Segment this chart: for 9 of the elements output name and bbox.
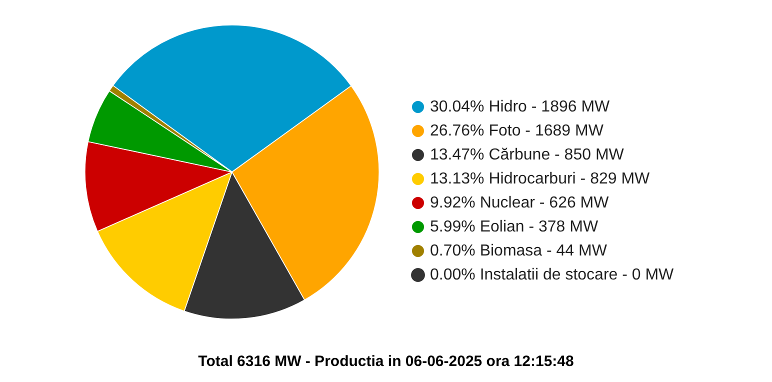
legend-label: 26.76% Foto - 1689 MW [430,122,604,140]
legend-label: 30.04% Hidro - 1896 MW [430,98,611,116]
legend-label: 13.47% Cărbune - 850 MW [430,146,625,164]
legend-label: 13.13% Hidrocarburi - 829 MW [430,170,651,188]
legend-label: 5.99% Eolian - 378 MW [430,218,599,236]
legend-label: 0.70% Biomasa - 44 MW [430,242,608,260]
legend-label: 9.92% Nuclear - 626 MW [430,194,610,212]
legend-label: 0.00% Instalatii de stocare - 0 MW [430,266,675,284]
text: Total 6316 MW - Productia in 06-06-2025 ora 12:15:48 [198,353,574,370]
